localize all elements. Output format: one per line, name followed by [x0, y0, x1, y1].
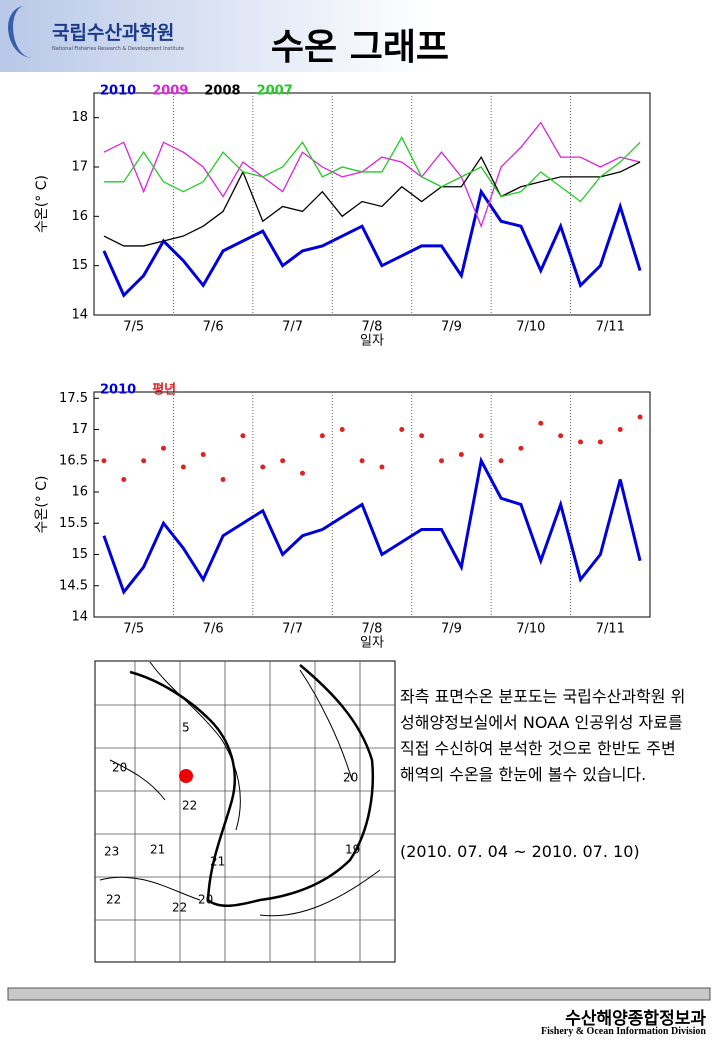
series-line: [103, 136, 641, 203]
contour-label: 22: [182, 799, 197, 813]
data-point: [419, 433, 425, 439]
data-point: [399, 427, 405, 432]
coastline: [129, 664, 375, 907]
legend-entry: 2009: [152, 84, 188, 99]
contour-label: 22: [172, 901, 187, 915]
contour-label: 20: [198, 893, 213, 907]
data-point: [597, 439, 603, 445]
data-point: [458, 452, 464, 457]
map-grid: [95, 661, 395, 962]
x-axis-label: 일자: [360, 636, 384, 651]
data-point: [498, 458, 504, 464]
x-tick-label: 7/7: [282, 622, 303, 637]
page-title: 수온 그래프: [270, 27, 450, 68]
data-point: [121, 477, 127, 482]
contour-label: 20: [343, 771, 358, 785]
org-name: 국립수산과학원: [52, 22, 175, 44]
org-name-en: National Fisheries Research & Developmen…: [52, 46, 184, 52]
data-point: [260, 464, 266, 470]
y-tick-label: 14.5: [59, 578, 88, 593]
data-point: [558, 433, 564, 439]
x-tick-label: 7/5: [123, 320, 144, 335]
map-frame: [94, 660, 396, 963]
contour-label: 22: [106, 893, 121, 907]
x-axis-label: 일자: [360, 334, 384, 349]
y-tick-label: 16: [71, 485, 88, 500]
x-tick-label: 7/5: [123, 622, 144, 637]
y-tick-label: 14: [71, 308, 88, 323]
legend-entry: 2010: [100, 383, 136, 398]
data-point: [180, 464, 186, 470]
contour-label: 21: [210, 855, 225, 869]
y-tick-label: 16.5: [59, 453, 88, 468]
data-point: [538, 420, 544, 426]
x-tick-label: 7/11: [596, 320, 625, 335]
series-line: [102, 456, 642, 596]
data-point: [300, 470, 305, 476]
data-point: [200, 452, 206, 457]
data-point: [220, 477, 226, 482]
data-point: [240, 433, 246, 439]
x-tick-label: 7/9: [441, 622, 462, 637]
data-point: [379, 464, 385, 470]
plot-frame: [93, 391, 651, 618]
y-axis-label: 수온(° C): [34, 175, 50, 233]
y-tick-label: 17: [71, 160, 88, 175]
legend-entry: 2010: [100, 84, 136, 99]
footer-bar: [7, 987, 711, 1001]
data-point: [339, 427, 345, 432]
header-band: [0, 0, 720, 72]
footer-division-en: Fishery & Ocean Information Division: [541, 1026, 706, 1037]
data-point: [319, 433, 325, 439]
x-tick-label: 7/6: [203, 320, 224, 335]
y-tick-label: 18: [71, 110, 88, 125]
legend-entry: 2008: [204, 84, 240, 99]
x-tick-label: 7/6: [203, 622, 224, 637]
series-line: [102, 187, 642, 298]
contour-label: 20: [112, 761, 127, 775]
station-marker: [179, 769, 193, 783]
contour-label: 21: [150, 843, 165, 857]
y-tick-label: 17: [71, 422, 88, 437]
y-tick-label: 14: [71, 610, 88, 625]
y-tick-label: 15: [71, 258, 88, 273]
data-point: [617, 427, 623, 432]
x-tick-label: 7/8: [362, 622, 383, 637]
series-line: [103, 121, 641, 229]
contour-label: 5: [182, 721, 190, 735]
legend-entry: 2007: [257, 84, 293, 99]
data-point: [578, 439, 583, 445]
data-point: [161, 445, 166, 451]
y-tick-label: 15.5: [59, 516, 88, 531]
data-point: [280, 458, 286, 464]
x-tick-label: 7/11: [596, 622, 625, 637]
logo-mark: [8, 6, 49, 58]
data-point: [478, 433, 484, 439]
contour-label: 23: [104, 845, 119, 859]
y-tick-label: 15: [71, 547, 88, 562]
data-point: [637, 414, 643, 420]
data-point: [518, 445, 524, 451]
data-point: [101, 458, 107, 464]
x-tick-label: 7/9: [441, 320, 462, 335]
contour-label: 19: [345, 843, 360, 857]
map: 20 21 22 23 22 22 20 21 20 19 5: [94, 660, 396, 963]
data-point: [141, 458, 147, 464]
x-tick-label: 7/10: [516, 320, 545, 335]
description: 좌측 표면수온 분포도는 국립수산과학원 위성해양정보실에서 NOAA 인공위성…: [400, 687, 686, 784]
x-tick-label: 7/10: [516, 622, 545, 637]
data-point: [439, 458, 444, 464]
legend-entry: 평년: [152, 382, 176, 398]
contours: [99, 661, 381, 917]
footer-division: 수산해양종합정보과: [565, 1009, 706, 1029]
data-point: [359, 458, 365, 464]
y-tick-label: 17.5: [59, 391, 88, 406]
y-tick-label: 16: [71, 209, 88, 224]
period: (2010. 07. 04 ~ 2010. 07. 10): [400, 842, 640, 861]
y-axis-label: 수온(° C): [34, 476, 50, 534]
x-tick-label: 7/7: [282, 320, 303, 335]
x-tick-label: 7/8: [362, 320, 383, 335]
